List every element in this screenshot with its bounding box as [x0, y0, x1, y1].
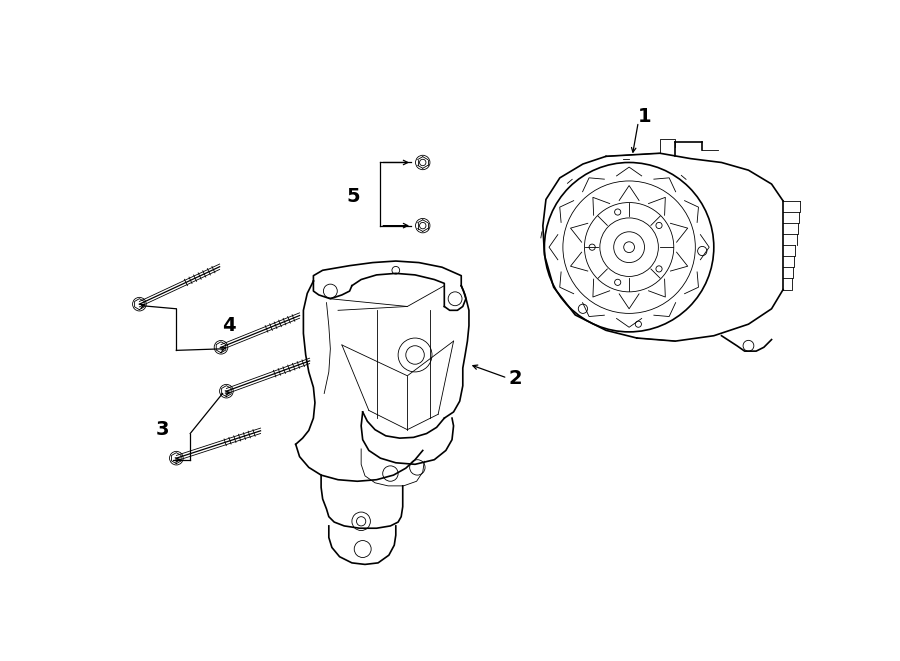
Text: 3: 3 [156, 420, 169, 439]
Text: 1: 1 [638, 107, 652, 126]
Text: 2: 2 [508, 369, 522, 387]
Text: 5: 5 [346, 187, 360, 206]
Text: 4: 4 [222, 316, 236, 335]
